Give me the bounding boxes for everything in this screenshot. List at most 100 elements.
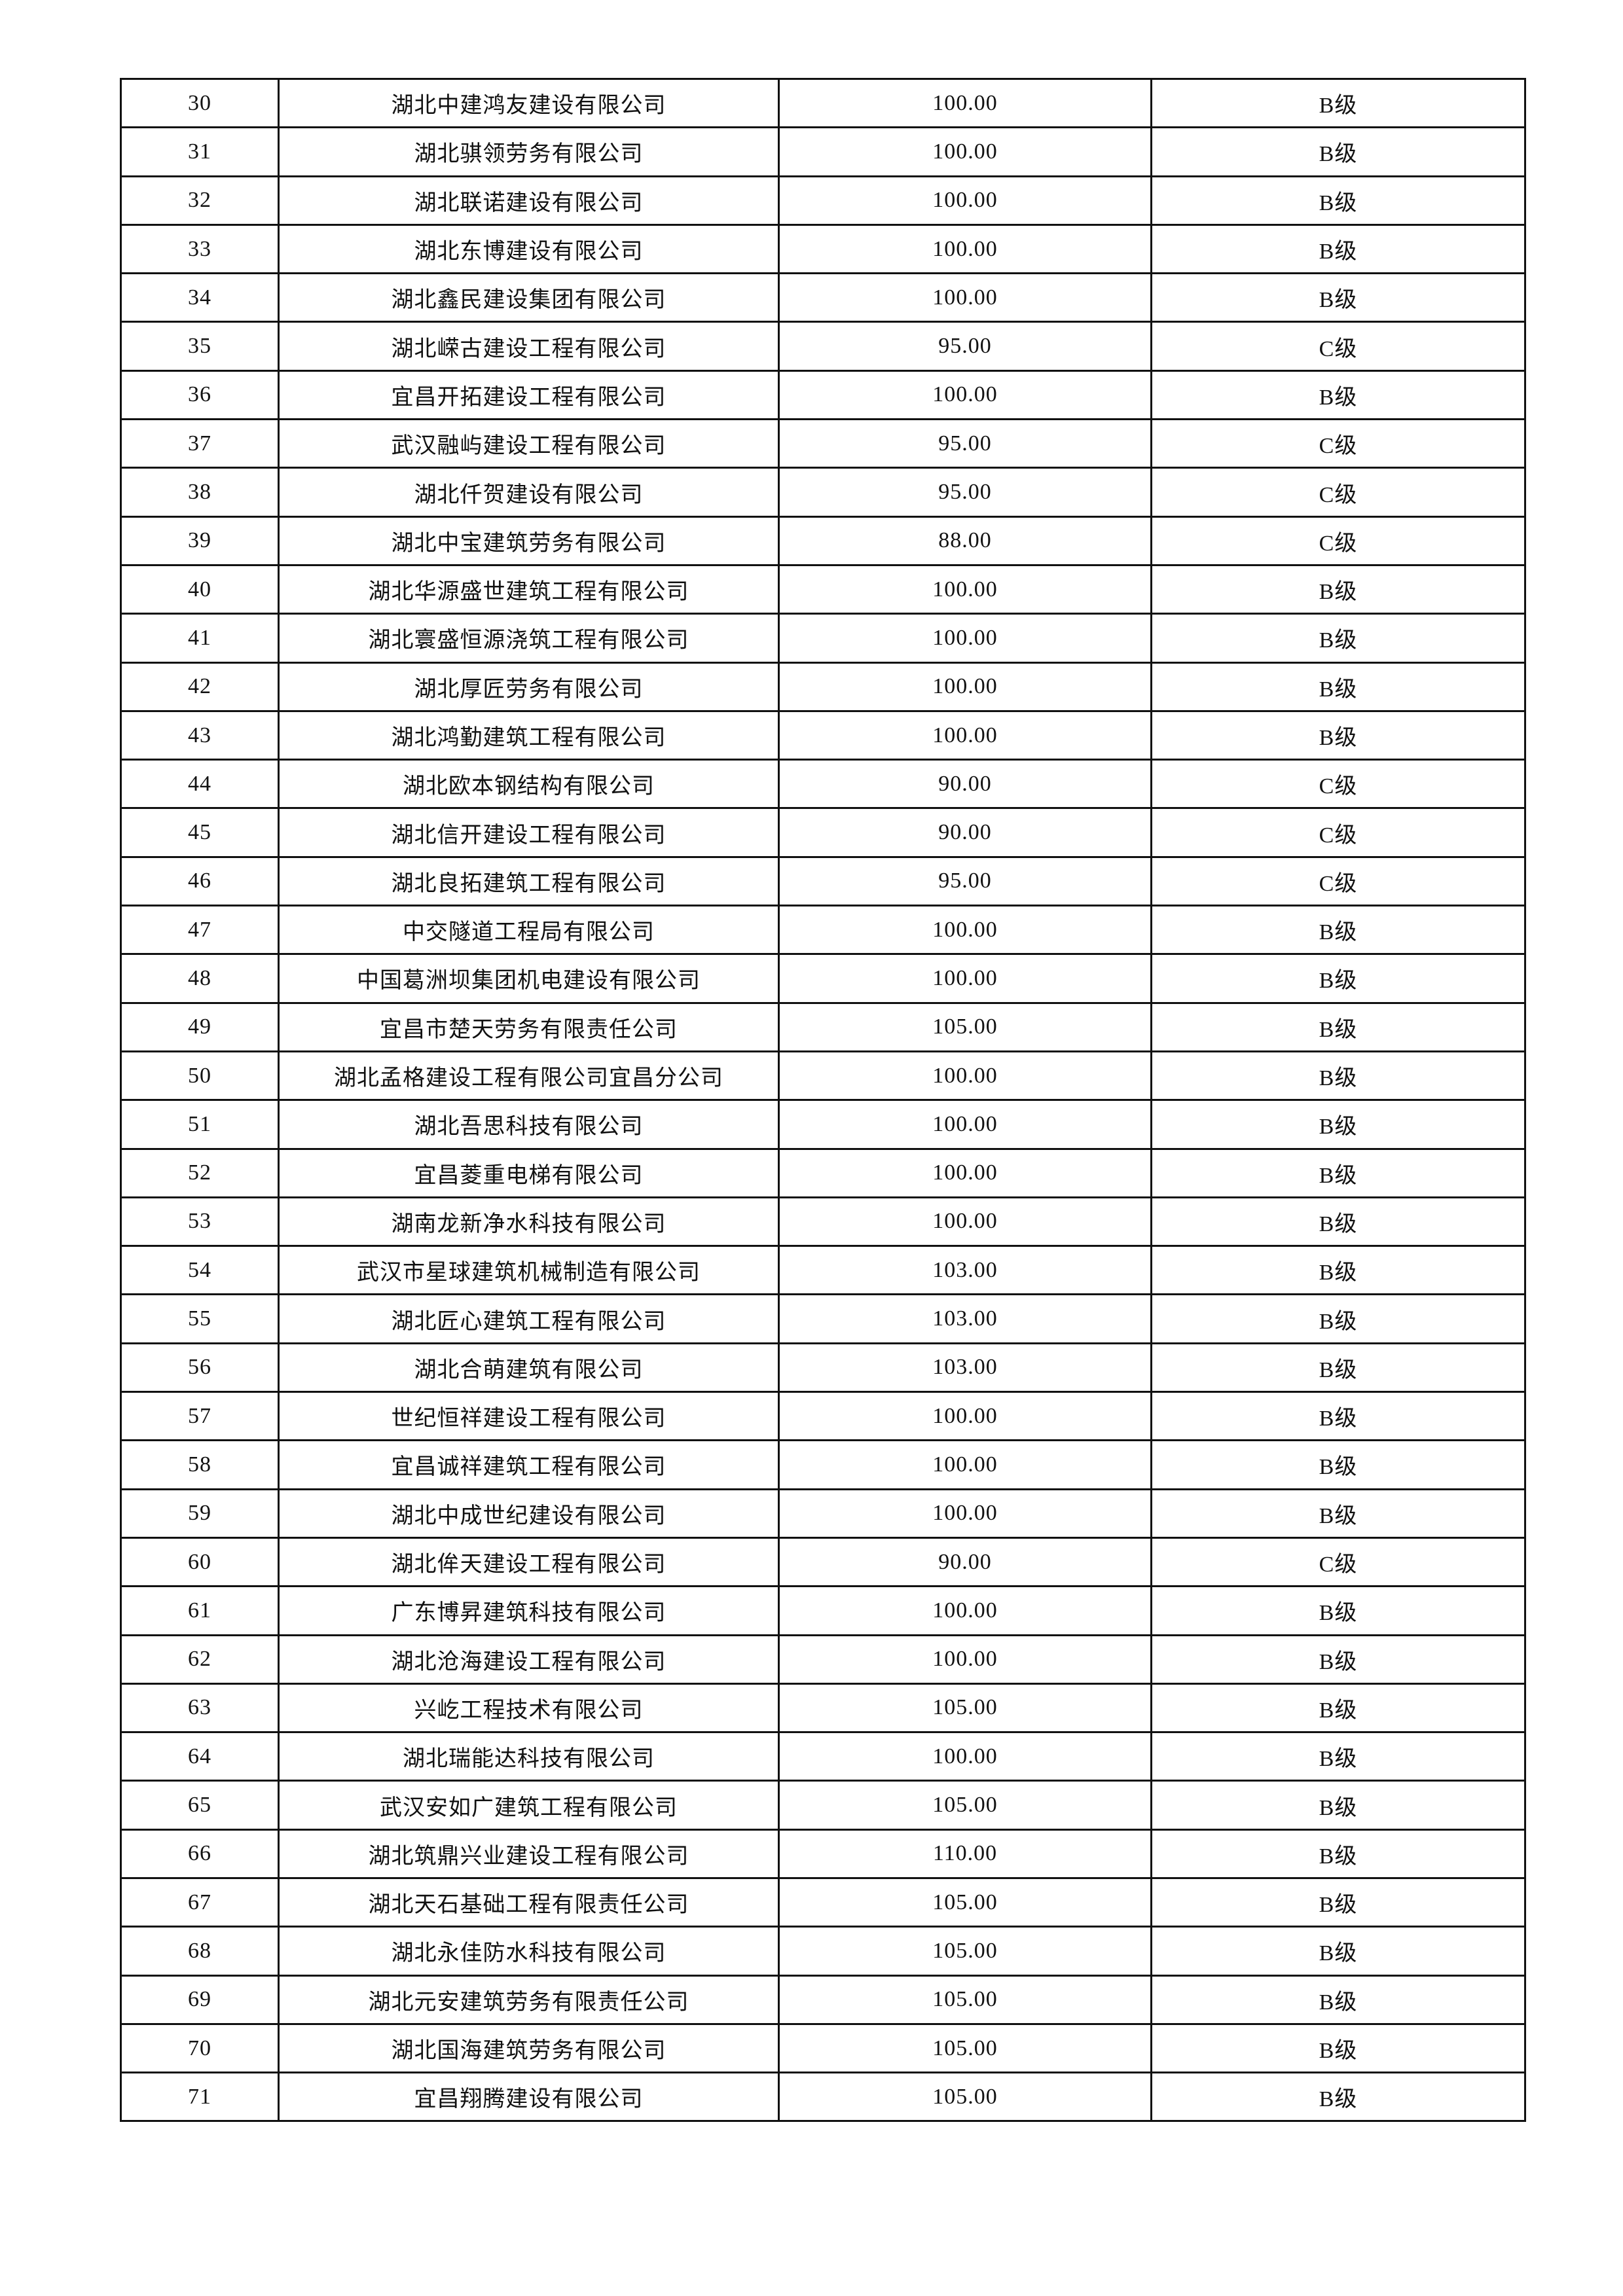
grade-cell: B级 (1150, 1682, 1526, 1734)
grade-cell: B级 (1150, 175, 1526, 226)
grade-cell: B级 (1150, 2022, 1526, 2074)
company-name-cell: 湖北信开建设工程有限公司 (278, 807, 780, 858)
grade-cell: B级 (1150, 369, 1526, 421)
grade-cell: B级 (1150, 564, 1526, 615)
table-row: 45 湖北信开建设工程有限公司 90.00 C级 (120, 807, 1526, 858)
table-row: 62 湖北沧海建设工程有限公司 100.00 B级 (120, 1634, 1526, 1685)
row-number-cell: 57 (120, 1391, 280, 1442)
score-cell: 105.00 (778, 1876, 1152, 1928)
company-name-cell: 湖北永佳防水科技有限公司 (278, 1926, 780, 1977)
table-row: 67 湖北天石基础工程有限责任公司 105.00 B级 (120, 1876, 1526, 1928)
row-number-cell: 53 (120, 1196, 280, 1247)
row-number-cell: 31 (120, 126, 280, 177)
table-row: 41 湖北寰盛恒源浇筑工程有限公司 100.00 B级 (120, 613, 1526, 664)
table-row: 70 湖北国海建筑劳务有限公司 105.00 B级 (120, 2022, 1526, 2074)
grade-cell: B级 (1150, 1974, 1526, 2025)
company-name-cell: 湖北良拓建筑工程有限公司 (278, 855, 780, 907)
table-row: 46 湖北良拓建筑工程有限公司 95.00 C级 (120, 855, 1526, 907)
score-cell: 100.00 (778, 223, 1152, 275)
row-number-cell: 62 (120, 1634, 280, 1685)
row-number-cell: 52 (120, 1147, 280, 1198)
table-row: 56 湖北合萌建筑有限公司 103.00 B级 (120, 1342, 1526, 1393)
row-number-cell: 35 (120, 321, 280, 372)
company-name-cell: 湖北合萌建筑有限公司 (278, 1342, 780, 1393)
grade-cell: B级 (1150, 905, 1526, 956)
score-cell: 100.00 (778, 953, 1152, 1004)
score-cell: 95.00 (778, 855, 1152, 907)
table-row: 31 湖北骐领劳务有限公司 100.00 B级 (120, 126, 1526, 177)
grade-cell: B级 (1150, 613, 1526, 664)
company-name-cell: 湖北骐领劳务有限公司 (278, 126, 780, 177)
row-number-cell: 65 (120, 1780, 280, 1831)
company-name-cell: 湖北中建鸿友建设有限公司 (278, 77, 780, 129)
company-name-cell: 宜昌市楚天劳务有限责任公司 (278, 1001, 780, 1052)
company-name-cell: 中交隧道工程局有限公司 (278, 905, 780, 956)
row-number-cell: 71 (120, 2072, 280, 2123)
row-number-cell: 50 (120, 1050, 280, 1102)
table-row: 48 中国葛洲坝集团机电建设有限公司 100.00 B级 (120, 953, 1526, 1004)
score-cell: 105.00 (778, 1974, 1152, 2025)
score-cell: 100.00 (778, 1488, 1152, 1539)
table-row: 30 湖北中建鸿友建设有限公司 100.00 B级 (120, 77, 1526, 129)
grade-cell: B级 (1150, 661, 1526, 712)
company-name-cell: 宜昌开拓建设工程有限公司 (278, 369, 780, 421)
table-row: 40 湖北华源盛世建筑工程有限公司 100.00 B级 (120, 564, 1526, 615)
company-name-cell: 湖北元安建筑劳务有限责任公司 (278, 1974, 780, 2025)
score-cell: 100.00 (778, 564, 1152, 615)
company-name-cell: 武汉市星球建筑机械制造有限公司 (278, 1245, 780, 1296)
row-number-cell: 69 (120, 1974, 280, 2025)
row-number-cell: 64 (120, 1731, 280, 1782)
row-number-cell: 41 (120, 613, 280, 664)
grade-cell: B级 (1150, 1439, 1526, 1490)
row-number-cell: 51 (120, 1099, 280, 1150)
score-cell: 95.00 (778, 418, 1152, 469)
grade-cell: B级 (1150, 1099, 1526, 1150)
grade-cell: B级 (1150, 1488, 1526, 1539)
table-row: 55 湖北匠心建筑工程有限公司 103.00 B级 (120, 1293, 1526, 1344)
grade-cell: B级 (1150, 1293, 1526, 1344)
grade-cell: C级 (1150, 807, 1526, 858)
score-cell: 103.00 (778, 1245, 1152, 1296)
table-row: 71 宜昌翔腾建设有限公司 105.00 B级 (120, 2072, 1526, 2123)
row-number-cell: 66 (120, 1828, 280, 1879)
row-number-cell: 42 (120, 661, 280, 712)
score-cell: 100.00 (778, 126, 1152, 177)
row-number-cell: 54 (120, 1245, 280, 1296)
score-cell: 103.00 (778, 1342, 1152, 1393)
grade-cell: B级 (1150, 126, 1526, 177)
table-row: 37 武汉融屿建设工程有限公司 95.00 C级 (120, 418, 1526, 469)
row-number-cell: 63 (120, 1682, 280, 1734)
row-number-cell: 44 (120, 759, 280, 810)
company-name-cell: 湖北吾思科技有限公司 (278, 1099, 780, 1150)
company-name-cell: 湖北中成世纪建设有限公司 (278, 1488, 780, 1539)
company-name-cell: 湖北筑鼎兴业建设工程有限公司 (278, 1828, 780, 1879)
score-cell: 100.00 (778, 905, 1152, 956)
company-name-cell: 湖北侔天建设工程有限公司 (278, 1536, 780, 1588)
row-number-cell: 60 (120, 1536, 280, 1588)
grade-cell: B级 (1150, 77, 1526, 129)
table-row: 43 湖北鸿勤建筑工程有限公司 100.00 B级 (120, 709, 1526, 761)
company-name-cell: 武汉融屿建设工程有限公司 (278, 418, 780, 469)
score-cell: 100.00 (778, 272, 1152, 323)
table-row: 69 湖北元安建筑劳务有限责任公司 105.00 B级 (120, 1974, 1526, 2025)
company-name-cell: 湖北鸿勤建筑工程有限公司 (278, 709, 780, 761)
row-number-cell: 55 (120, 1293, 280, 1344)
company-name-cell: 湖北中宝建筑劳务有限公司 (278, 515, 780, 566)
company-name-cell: 湖北华源盛世建筑工程有限公司 (278, 564, 780, 615)
score-cell: 100.00 (778, 1439, 1152, 1490)
score-cell: 105.00 (778, 1780, 1152, 1831)
table-row: 44 湖北欧本钢结构有限公司 90.00 C级 (120, 759, 1526, 810)
company-name-cell: 宜昌诚祥建筑工程有限公司 (278, 1439, 780, 1490)
score-cell: 90.00 (778, 1536, 1152, 1588)
table-row: 47 中交隧道工程局有限公司 100.00 B级 (120, 905, 1526, 956)
company-name-cell: 湖北鑫民建设集团有限公司 (278, 272, 780, 323)
row-number-cell: 56 (120, 1342, 280, 1393)
score-cell: 100.00 (778, 661, 1152, 712)
score-cell: 88.00 (778, 515, 1152, 566)
table-body: 30 湖北中建鸿友建设有限公司 100.00 B级 31 湖北骐领劳务有限公司 100.00… (120, 77, 1526, 2123)
row-number-cell: 59 (120, 1488, 280, 1539)
score-cell: 95.00 (778, 467, 1152, 518)
row-number-cell: 68 (120, 1926, 280, 1977)
grade-cell: B级 (1150, 1634, 1526, 1685)
row-number-cell: 38 (120, 467, 280, 518)
